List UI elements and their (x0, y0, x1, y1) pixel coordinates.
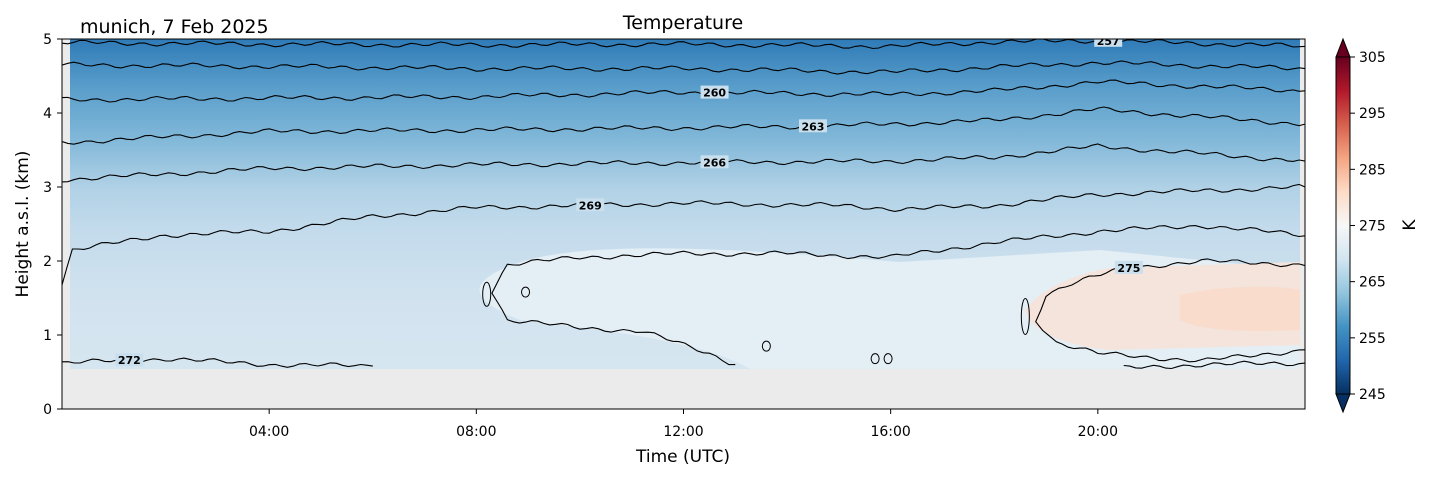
x-tick-label: 12:00 (663, 424, 703, 440)
colorbar-max-extension (1335, 37, 1351, 58)
contour-label-bg (798, 119, 827, 133)
colorbar-min-extension (1335, 393, 1351, 414)
contour-loop (1020, 298, 1030, 335)
colorbar-tick-label: 295 (1359, 106, 1386, 122)
contour-line (62, 60, 1305, 75)
contour-label-bg (700, 85, 729, 99)
x-axis-ticks: 04:00 08:00 12:00 16:00 20:00 (249, 409, 1118, 440)
contour-label-bg (115, 353, 144, 367)
contour-lines: 257 260 263 266 269 272 275 (62, 35, 1305, 370)
colorbar-tick-label: 285 (1359, 162, 1386, 178)
x-axis-label: Time (UTC) (635, 447, 730, 467)
colorbar-tick-label: 305 (1359, 50, 1386, 66)
ground-mask (62, 369, 1305, 409)
colorbar-tick-label: 275 (1359, 219, 1386, 235)
contour-loop (870, 353, 880, 365)
y-tick-label: 2 (43, 254, 52, 270)
contour-line (62, 106, 1305, 145)
colorbar-tick-label: 265 (1359, 275, 1386, 291)
contour-loop (883, 353, 893, 365)
colorbar-tick-label: 255 (1359, 331, 1386, 347)
chart-subtitle: munich, 7 Feb 2025 (80, 16, 269, 38)
contour-loop (761, 340, 771, 352)
y-tick-label: 3 (43, 180, 52, 196)
chart-title: Temperature (622, 12, 743, 34)
contour-line (62, 143, 1305, 183)
contour-label: 266 (703, 156, 726, 169)
contour-label: 260 (703, 87, 726, 100)
contour-line (62, 79, 1305, 103)
x-tick-label: 08:00 (456, 424, 496, 440)
contour-label: 272 (118, 354, 141, 367)
contour-label: 257 (1097, 35, 1120, 48)
contour-label: 263 (801, 120, 824, 133)
y-tick-label: 0 (43, 402, 52, 418)
contour-label-bg (700, 155, 729, 169)
x-tick-label: 04:00 (249, 424, 289, 440)
contour-label-bg (576, 198, 605, 212)
contour-line (62, 183, 1305, 286)
colorbar-tick-label: 245 (1359, 387, 1386, 403)
contour-line (1035, 258, 1305, 363)
colorbar-ticks: 245 255 265 275 285 295 305 (1350, 50, 1386, 403)
y-axis-label: Height a.s.l. (km) (13, 151, 33, 298)
contour-loop (482, 281, 492, 307)
y-tick-label: 4 (43, 106, 52, 122)
warm-core (1180, 286, 1300, 331)
contour-label: 269 (579, 199, 602, 212)
y-tick-label: 5 (43, 32, 52, 48)
contour-line (62, 357, 373, 368)
contour-line (1123, 360, 1305, 370)
contour-label-bg (1114, 260, 1143, 274)
x-tick-label: 20:00 (1078, 424, 1118, 440)
y-axis-ticks: 0 1 2 3 4 5 (43, 32, 62, 418)
contour-loop (521, 286, 531, 298)
contour-line (491, 225, 1305, 366)
contour-label-bg (1094, 39, 1123, 47)
colorbar (1335, 56, 1351, 395)
colorbar-label: K (1400, 219, 1420, 231)
x-tick-label: 16:00 (870, 424, 910, 440)
y-tick-label: 1 (43, 328, 52, 344)
contour-label: 275 (1117, 262, 1140, 275)
